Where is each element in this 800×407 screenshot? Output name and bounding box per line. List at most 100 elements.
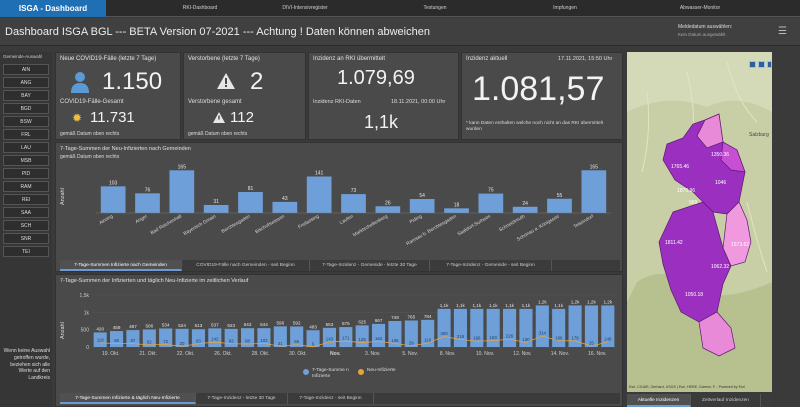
person-icon: [71, 72, 89, 93]
menu-icon[interactable]: ☰: [778, 26, 787, 37]
sum7-bar[interactable]: [486, 308, 500, 347]
time-xlabel: 3. Nov.: [365, 351, 380, 357]
sum7-value: 553: [326, 322, 334, 327]
sum7-bar[interactable]: [372, 323, 386, 347]
sum7-value: 1,2k: [571, 299, 580, 304]
gemeinde-bar[interactable]: [341, 194, 366, 213]
sum7-bar[interactable]: [159, 328, 173, 347]
sum7-bar[interactable]: [470, 308, 484, 347]
gemeinde-bar[interactable]: [444, 208, 469, 213]
gemeinde-button-ram[interactable]: RAM: [3, 181, 49, 192]
sum7-bar[interactable]: [191, 329, 205, 347]
sum7-bar[interactable]: [388, 321, 402, 347]
sum7-bar[interactable]: [355, 325, 369, 347]
gemeinde-bar[interactable]: [581, 170, 607, 213]
kpi-current-title: Inzidenz aktuell: [466, 56, 508, 62]
tab-time-seit-beginn[interactable]: 7-Tage-Inzidenz - seit Beginn: [288, 393, 374, 404]
gemeinde-bar[interactable]: [238, 192, 263, 213]
tab-time-summen[interactable]: 7-Tage-Summen Infizierte & täglich Neu-I…: [60, 393, 196, 404]
tab-inzidenz-30-tage[interactable]: 7-Tage-Inzidenz - Gemeinde - letzte 30 T…: [310, 260, 430, 271]
sum7-bar[interactable]: [126, 330, 140, 347]
gemeinde-bar[interactable]: [306, 176, 332, 213]
gemeinde-button-bsw[interactable]: BSW: [3, 116, 49, 127]
map-basemap-button[interactable]: [767, 61, 772, 68]
tab-aktuelle-inzidenzen[interactable]: Aktuelle Inzidenzen: [627, 394, 691, 407]
gemeinde-bar[interactable]: [547, 198, 572, 213]
sum7-bar[interactable]: [306, 330, 320, 347]
incidence-map[interactable]: 1350.36 1765.46 1876.96 1046 969 1811.42 1050.…: [627, 52, 772, 392]
sum7-bar[interactable]: [421, 319, 435, 347]
tab-time-30-tage[interactable]: 7-Tage-Inzidenz - letzte 30 Tage: [196, 393, 288, 404]
daily-value: 62: [147, 339, 152, 344]
tab-zeitverlauf-inzidenzen[interactable]: Zeitverlauf Inzidenzen: [691, 394, 761, 407]
map-legend-button[interactable]: [758, 61, 765, 68]
gemeinde-button-sch[interactable]: SCH: [3, 220, 49, 231]
meldedatum-select[interactable]: Kein Datum ausgewählt: [678, 32, 726, 37]
kpi-deaths-panel: Verstorbene (letzte 7 Tage) 2 Verstorben…: [183, 52, 306, 140]
gemeinde-category-label: Saaldorf-Surheim: [457, 214, 492, 238]
gemeinde-bar[interactable]: [375, 206, 401, 213]
gemeinde-bar[interactable]: [169, 170, 195, 213]
sum7-bar[interactable]: [503, 308, 517, 347]
sum7-bar[interactable]: [175, 328, 189, 347]
sum7-bar[interactable]: [453, 308, 467, 347]
gemeinde-button-snr[interactable]: SNR: [3, 233, 49, 244]
map-incidence-label: 969: [689, 200, 698, 206]
sum7-bar[interactable]: [437, 308, 451, 347]
brand-tab[interactable]: ISGA - Dashboard: [0, 0, 106, 17]
gemeinde-bar[interactable]: [203, 204, 229, 213]
nav-rki-dashboard[interactable]: RKI-Dashboard: [182, 5, 218, 11]
sum7-bar[interactable]: [142, 329, 156, 347]
gemeinde-bar-value: 26: [385, 200, 391, 206]
warning-icon: [217, 73, 235, 89]
gemeinde-button-saa[interactable]: SAA: [3, 207, 49, 218]
sum7-value: 459: [113, 325, 121, 330]
time-ytick: 500: [81, 328, 90, 334]
tab-inzidenz-seit-beginn[interactable]: 7-Tage-Inzidenz - Gemeinde - seit Beginn: [430, 260, 552, 271]
gemeinde-bar[interactable]: [100, 186, 126, 213]
daily-value: 125: [359, 337, 367, 342]
gemeinde-button-pid[interactable]: PID: [3, 168, 49, 179]
sum7-bar[interactable]: [519, 308, 533, 347]
sum7-bar[interactable]: [224, 328, 238, 347]
gemeinde-button-frl[interactable]: FRL: [3, 129, 49, 140]
kpi-deaths-footnote: gemäß Datum oben rechts: [188, 131, 248, 137]
sum7-bar[interactable]: [110, 331, 124, 347]
gemeinde-bar[interactable]: [135, 193, 160, 213]
tab-gemeinde-7tage[interactable]: 7-Tage-Summen Infizierte nach Gemeinden: [60, 260, 182, 271]
map-layer-button[interactable]: [749, 61, 756, 68]
sum7-bar[interactable]: [273, 326, 287, 347]
sum7-bar[interactable]: [404, 320, 418, 347]
nav-abwasser[interactable]: Abwasser-Monitor: [679, 5, 721, 11]
sum7-bar[interactable]: [568, 305, 582, 347]
gemeinde-button-bay[interactable]: BAY: [3, 90, 49, 101]
sum7-bar[interactable]: [257, 328, 271, 347]
sum7-bar[interactable]: [290, 326, 304, 347]
gemeinde-button-ain[interactable]: AIN: [3, 64, 49, 75]
gemeinde-button-msb[interactable]: MSB: [3, 155, 49, 166]
gemeinde-bar-value: 18: [454, 202, 460, 208]
nav-testungen[interactable]: Testungen: [423, 5, 447, 11]
sum7-bar[interactable]: [584, 305, 598, 347]
gemeinde-bar[interactable]: [512, 206, 538, 213]
gemeinde-bar[interactable]: [409, 199, 435, 213]
gemeinde-bar[interactable]: [478, 193, 504, 213]
time-xlabel: 16. Nov.: [588, 351, 606, 357]
gemeinde-button-lau[interactable]: LAU: [3, 142, 49, 153]
gemeinde-button-rei[interactable]: REI: [3, 194, 49, 205]
tab-gemeinde-seit-beginn[interactable]: COVID19-Fälle nach Gemeinden - seit Begi…: [182, 260, 310, 271]
sum7-value: 506: [145, 323, 153, 328]
sum7-bar[interactable]: [339, 327, 353, 347]
sum7-bar[interactable]: [535, 305, 549, 347]
gemeinde-bar-value: 165: [590, 164, 599, 170]
gemeinde-button-tei[interactable]: TEI: [3, 246, 49, 257]
gemeinde-button-ang[interactable]: ANG: [3, 77, 49, 88]
gemeinde-button-bgd[interactable]: BGD: [3, 103, 49, 114]
nav-impfungen[interactable]: Impfungen: [553, 5, 577, 11]
nav-divi[interactable]: DIVI-Intensivregister: [282, 5, 328, 11]
sum7-bar[interactable]: [241, 328, 255, 347]
sum7-bar[interactable]: [552, 308, 566, 347]
sum7-bar[interactable]: [601, 305, 615, 347]
daily-value: 29: [409, 340, 414, 345]
gemeinde-bar[interactable]: [272, 201, 298, 213]
